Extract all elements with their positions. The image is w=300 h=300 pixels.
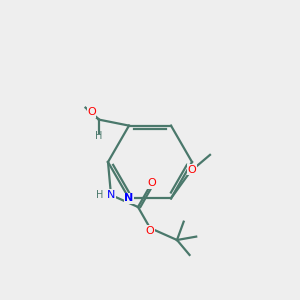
Text: N: N: [124, 194, 134, 203]
Text: O: O: [188, 165, 196, 175]
Text: N: N: [107, 190, 115, 200]
Text: H: H: [95, 131, 103, 141]
Text: O: O: [146, 226, 154, 236]
Text: H: H: [96, 190, 103, 200]
Text: O: O: [87, 107, 96, 117]
Text: O: O: [147, 178, 156, 188]
